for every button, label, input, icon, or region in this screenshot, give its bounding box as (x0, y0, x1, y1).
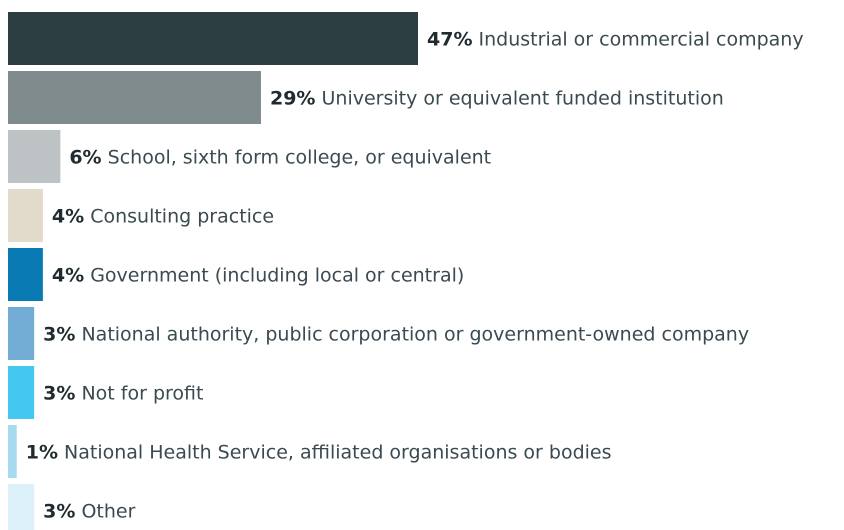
category-label: Government (including local or central) (90, 264, 464, 286)
bar-label: 29% University or equivalent funded inst… (270, 87, 724, 109)
value-label: 47% (427, 28, 472, 50)
value-label: 29% (270, 87, 315, 109)
bar-label: 4% Consulting practice (52, 205, 274, 227)
bar-label: 4% Government (including local or centra… (52, 264, 464, 286)
bar-label: 1% National Health Service, affiliated o… (26, 441, 612, 463)
bar-label: 6% School, sixth form college, or equiva… (69, 146, 491, 168)
bar (8, 71, 261, 124)
category-label: Consulting practice (90, 205, 274, 227)
bar-label: 3% Other (43, 500, 135, 522)
category-label: National Health Service, affiliated orga… (64, 441, 611, 463)
bar (8, 12, 418, 65)
bar (8, 130, 61, 183)
bar-label: 47% Industrial or commercial company (427, 28, 804, 50)
category-label: School, sixth form college, or equivalen… (108, 146, 492, 168)
category-label: Industrial or commercial company (479, 28, 804, 50)
category-label: Not for profit (81, 382, 203, 404)
value-label: 6% (69, 146, 101, 168)
bar (8, 307, 35, 360)
value-label: 4% (52, 264, 84, 286)
bar-label: 3% National authority, public corporatio… (43, 323, 749, 345)
value-label: 1% (26, 441, 58, 463)
bar (8, 189, 43, 242)
value-label: 4% (52, 205, 84, 227)
bar (8, 366, 35, 419)
value-label: 3% (43, 382, 75, 404)
value-label: 3% (43, 500, 75, 522)
category-label: National authority, public corporation o… (81, 323, 749, 345)
bar-label: 3% Not for profit (43, 382, 203, 404)
category-label: University or equivalent funded institut… (322, 87, 724, 109)
value-label: 3% (43, 323, 75, 345)
bar (8, 425, 17, 478)
bar (8, 484, 35, 530)
category-label: Other (81, 500, 135, 522)
bar (8, 248, 43, 301)
